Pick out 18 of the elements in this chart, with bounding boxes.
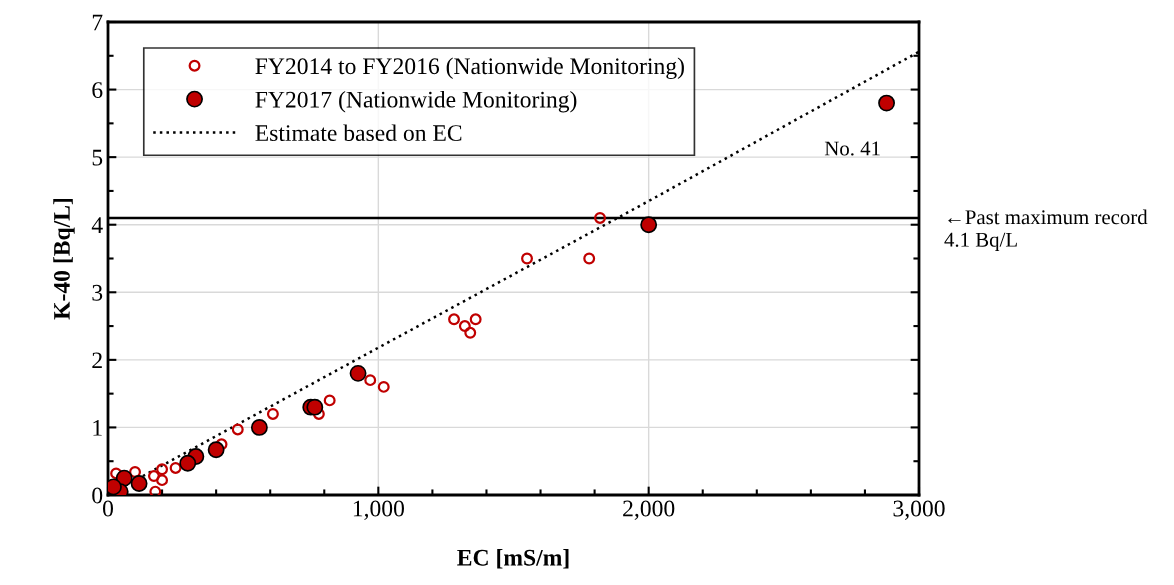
annotation: No. 41 — [824, 141, 880, 156]
y-tick-label: 7 — [92, 14, 103, 31]
ref-line-label: ←Past maximum record 4.1 Bq/L — [944, 209, 1148, 252]
legend-label: FY2017 (Nationwide Monitoring) — [255, 90, 577, 113]
x-tick-label: 3,000 — [893, 500, 945, 520]
x-tick-label: 2,000 — [623, 500, 675, 520]
legend-label: Estimate based on EC — [255, 124, 462, 142]
y-tick-label: 6 — [92, 82, 103, 98]
y-axis-title: K-40 [Bq/L] — [53, 198, 75, 320]
y-tick-label: 5 — [92, 149, 103, 166]
y-tick-label: 2 — [92, 352, 102, 369]
y-tick-label: 0 — [92, 487, 103, 504]
x-tick-label: 1,000 — [353, 500, 404, 520]
y-tick-label: 3 — [92, 284, 103, 301]
x-axis-title: EC [mS/m] — [457, 549, 569, 569]
y-tick-label: 4 — [91, 217, 103, 233]
y-tick-label: 1 — [93, 420, 102, 436]
legend-label: FY2014 to FY2016 (Nationwide Monitoring) — [255, 57, 684, 80]
